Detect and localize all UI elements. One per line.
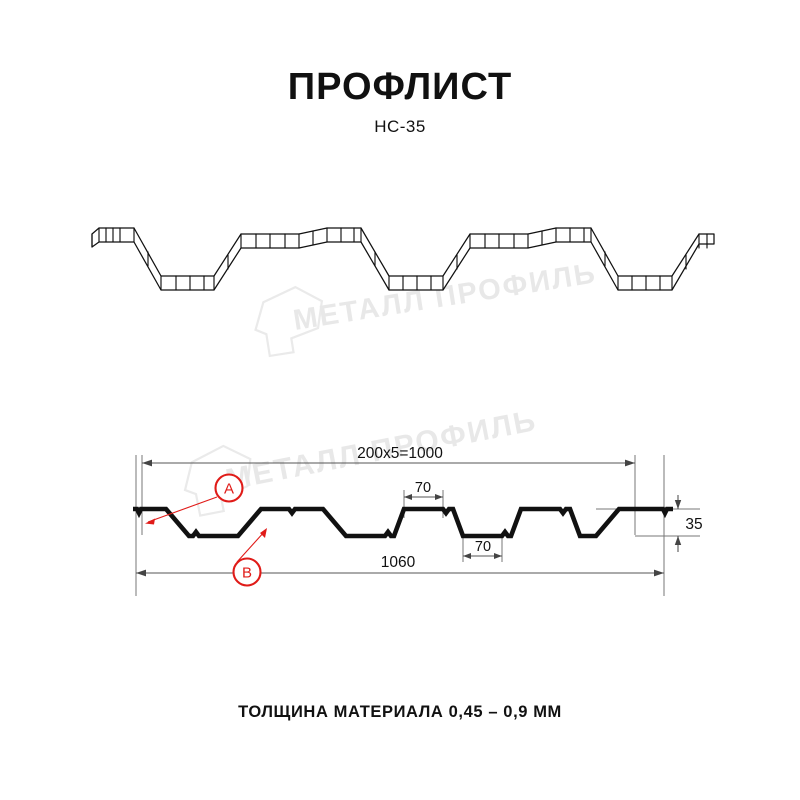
model-subtitle: НС-35 xyxy=(374,117,426,136)
profile-cross-section: 200x5=1000 1060 70 xyxy=(133,445,703,596)
page-title: ПРОФЛИСТ xyxy=(287,66,513,108)
callout-b-label: B xyxy=(242,565,252,582)
dimension-overall-width: 1060 xyxy=(136,554,664,577)
watermark-top: МЕТАЛЛ ПРОФИЛЬ xyxy=(254,257,599,358)
dimension-crest-width-label: 70 xyxy=(415,480,431,496)
dimension-pitch-total-label: 200x5=1000 xyxy=(357,445,443,462)
callout-b[interactable]: B xyxy=(232,528,268,587)
dimension-height-label: 35 xyxy=(685,516,702,533)
dimension-valley-width: 70 xyxy=(462,538,503,562)
dimension-crest-width: 70 xyxy=(403,480,444,518)
dimension-overall-width-label: 1060 xyxy=(381,554,416,571)
callout-a[interactable]: A xyxy=(145,473,244,525)
dimension-height: 35 xyxy=(596,495,703,552)
watermark-top-text: МЕТАЛЛ ПРОФИЛЬ xyxy=(291,257,599,337)
dimension-pitch-total: 200x5=1000 xyxy=(142,445,635,467)
profile-outline xyxy=(133,506,673,539)
material-thickness-note: ТОЛЩИНА МАТЕРИАЛА 0,45 – 0,9 ММ xyxy=(238,703,562,721)
profiled-sheet-3d-view xyxy=(91,227,715,291)
dimension-valley-width-label: 70 xyxy=(475,539,491,555)
callout-b-circle[interactable] xyxy=(232,557,262,587)
callout-a-label: A xyxy=(224,481,234,498)
callout-a-circle[interactable] xyxy=(214,473,244,503)
